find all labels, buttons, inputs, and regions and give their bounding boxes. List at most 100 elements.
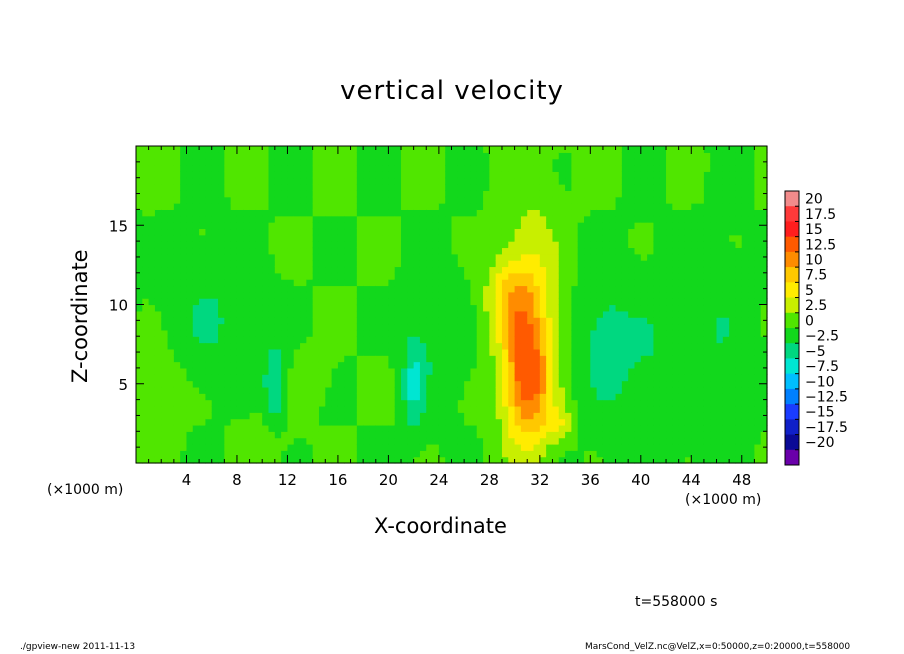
heatmap-cell bbox=[596, 203, 604, 210]
heatmap-cell bbox=[344, 380, 352, 388]
heatmap-cell bbox=[407, 329, 415, 337]
heatmap-cell bbox=[243, 329, 251, 337]
heatmap-cell bbox=[457, 190, 465, 198]
heatmap-cell bbox=[464, 285, 472, 293]
heatmap-cell bbox=[659, 266, 667, 274]
heatmap-cell bbox=[722, 222, 730, 230]
heatmap-cell bbox=[300, 329, 307, 337]
heatmap-cell bbox=[325, 443, 333, 451]
heatmap-cell bbox=[722, 241, 730, 249]
heatmap-cell bbox=[653, 437, 661, 445]
heatmap-cell bbox=[672, 158, 680, 166]
heatmap-cell bbox=[508, 431, 516, 439]
heatmap-cell bbox=[716, 152, 724, 160]
heatmap-cell bbox=[382, 329, 389, 337]
heatmap-cell bbox=[363, 393, 371, 401]
heatmap-cell bbox=[306, 380, 314, 388]
heatmap-cell bbox=[312, 209, 320, 217]
heatmap-cell bbox=[243, 450, 251, 458]
heatmap-cell bbox=[426, 431, 434, 439]
heatmap-cell bbox=[609, 431, 617, 439]
heatmap-cell bbox=[205, 222, 213, 230]
heatmap-cell bbox=[268, 196, 276, 204]
heatmap-cell bbox=[148, 399, 156, 407]
heatmap-cell bbox=[205, 158, 213, 166]
heatmap-cell bbox=[426, 374, 434, 382]
heatmap-cell bbox=[760, 215, 768, 223]
heatmap-cell bbox=[331, 215, 339, 223]
heatmap-cell bbox=[470, 184, 478, 191]
heatmap-cell bbox=[710, 386, 718, 394]
heatmap-cell bbox=[602, 443, 610, 451]
heatmap-cell bbox=[318, 152, 326, 160]
heatmap-cell bbox=[230, 158, 238, 166]
heatmap-cell bbox=[205, 152, 213, 160]
heatmap-cell bbox=[684, 355, 692, 363]
heatmap-cell bbox=[401, 222, 408, 230]
heatmap-cell bbox=[438, 336, 446, 344]
heatmap-cell bbox=[356, 158, 364, 166]
heatmap-cell bbox=[596, 260, 604, 268]
heatmap-cell bbox=[703, 146, 711, 153]
heatmap-cell bbox=[161, 412, 169, 420]
heatmap-cell bbox=[590, 393, 598, 401]
heatmap-cell bbox=[729, 222, 737, 230]
heatmap-cell bbox=[331, 171, 339, 179]
heatmap-cell bbox=[672, 431, 680, 439]
heatmap-cell bbox=[501, 361, 509, 369]
heatmap-cell bbox=[590, 386, 598, 394]
heatmap-cell bbox=[236, 418, 244, 426]
heatmap-cell bbox=[710, 450, 718, 458]
heatmap-cell bbox=[306, 399, 314, 407]
heatmap-cell bbox=[470, 228, 478, 236]
heatmap-cell bbox=[173, 323, 181, 331]
heatmap-cell bbox=[300, 348, 307, 356]
heatmap-cell bbox=[142, 279, 150, 287]
heatmap-cell bbox=[634, 317, 642, 325]
heatmap-cell bbox=[293, 228, 301, 236]
heatmap-cell bbox=[211, 241, 219, 249]
heatmap-cell bbox=[640, 374, 648, 382]
heatmap-cell bbox=[520, 266, 528, 274]
heatmap-cell bbox=[369, 253, 377, 261]
heatmap-cell bbox=[255, 418, 263, 426]
heatmap-cell bbox=[350, 266, 358, 274]
heatmap-cell bbox=[451, 190, 459, 198]
heatmap-cell bbox=[470, 291, 478, 299]
heatmap-cell bbox=[337, 304, 345, 312]
heatmap-cell bbox=[287, 348, 295, 356]
heatmap-cell bbox=[710, 203, 718, 210]
heatmap-cell bbox=[419, 203, 427, 210]
heatmap-cell bbox=[609, 348, 617, 356]
heatmap-cell bbox=[754, 342, 762, 350]
heatmap-cell bbox=[602, 285, 610, 293]
heatmap-cell bbox=[382, 367, 389, 375]
heatmap-cell bbox=[489, 203, 497, 210]
heatmap-cell bbox=[577, 241, 585, 249]
heatmap-cell bbox=[514, 355, 522, 363]
heatmap-cell bbox=[451, 234, 459, 242]
heatmap-cell bbox=[375, 152, 383, 160]
heatmap-cell bbox=[300, 437, 307, 445]
heatmap-cell bbox=[539, 196, 547, 204]
heatmap-cell bbox=[483, 317, 490, 325]
heatmap-cell bbox=[590, 437, 598, 445]
heatmap-cell bbox=[375, 431, 383, 439]
heatmap-cell bbox=[230, 209, 238, 217]
heatmap-cell bbox=[647, 361, 655, 369]
heatmap-cell bbox=[426, 310, 434, 318]
heatmap-cell bbox=[142, 443, 150, 451]
heatmap-cell bbox=[476, 437, 484, 445]
heatmap-cell bbox=[621, 152, 629, 160]
heatmap-cell bbox=[741, 177, 749, 185]
heatmap-cell bbox=[287, 443, 295, 451]
heatmap-cell bbox=[173, 361, 181, 369]
heatmap-cell bbox=[161, 158, 169, 166]
heatmap-cell bbox=[621, 298, 629, 306]
heatmap-cell bbox=[527, 165, 535, 172]
heatmap-cell bbox=[621, 304, 629, 312]
heatmap-cell bbox=[249, 304, 257, 312]
heatmap-cell bbox=[628, 342, 636, 350]
heatmap-cell bbox=[382, 355, 389, 363]
heatmap-cell bbox=[470, 279, 478, 287]
